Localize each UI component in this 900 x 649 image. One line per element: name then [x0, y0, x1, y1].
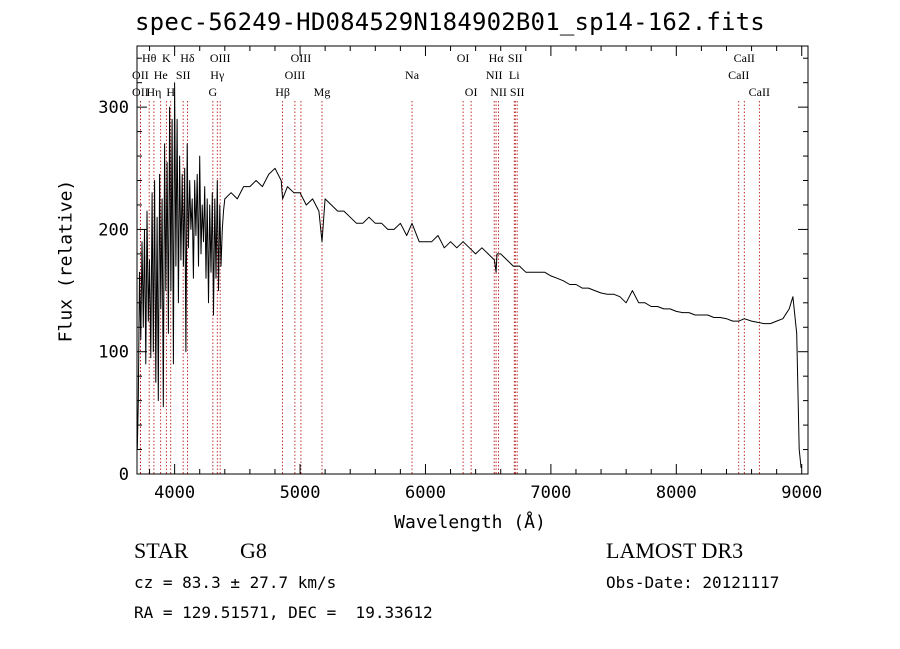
line-marker-label: H: [166, 85, 175, 99]
chart-title: spec-56249-HD084529N184902B01_sp14-162.f…: [135, 8, 765, 36]
line-marker-label: CaII: [734, 51, 755, 65]
line-marker-label: OIII: [291, 51, 312, 65]
object-class: STAR: [134, 538, 189, 563]
line-marker-label: Hδ: [180, 51, 195, 65]
line-marker-label: SII: [176, 68, 191, 82]
series-group: [136, 82, 802, 468]
spectrum-line: [136, 82, 802, 468]
line-marker-label: Mg: [314, 85, 331, 99]
y-tick-label: 200: [98, 220, 129, 240]
line-marker-label: SII: [510, 85, 525, 99]
line-marker-label: Hα: [489, 51, 505, 65]
line-marker-label: OI: [457, 51, 470, 65]
line-marker-label: SII: [508, 51, 523, 65]
line-marker-label: NII: [486, 68, 503, 82]
line-marker-label: Hθ: [142, 51, 157, 65]
plot-frame: [136, 45, 809, 475]
observation-date: Obs-Date: 20121117: [606, 573, 780, 592]
x-tick-label: 6000: [405, 483, 446, 503]
x-tick-label: 5000: [280, 483, 321, 503]
line-marker-label: He: [154, 68, 168, 82]
x-axis-label: Wavelength (Å): [394, 512, 546, 533]
redshift-cz: cz = 83.3 ± 27.7 km/s: [134, 573, 337, 592]
line-marker-label: OI: [465, 85, 478, 99]
line-marker-label: Hγ: [210, 68, 225, 82]
y-axis-label: Flux (relative): [55, 179, 77, 343]
x-tick-label: 8000: [656, 483, 697, 503]
survey-name: LAMOST DR3: [606, 538, 744, 563]
object-subclass: G8: [240, 538, 267, 563]
line-marker-label: CaII: [749, 85, 770, 99]
line-marker-label: OIII: [210, 51, 231, 65]
line-marker-label: NII: [490, 85, 507, 99]
line-marker-label: Li: [509, 68, 520, 82]
y-tick-label: 0: [119, 465, 129, 485]
axes-group: 4000 5000 6000 7000 8000 9000 0 100 200 300: [98, 45, 822, 503]
line-marker-label: Na: [405, 68, 420, 82]
line-marker-label: OII: [132, 68, 149, 82]
x-tick-label: 7000: [530, 483, 571, 503]
x-tick-label: 9000: [781, 483, 822, 503]
y-tick-label: 300: [98, 98, 129, 118]
line-marker-label: K: [162, 51, 171, 65]
line-marker-label: Hη: [146, 85, 161, 99]
line-marker-label: Hβ: [275, 85, 290, 99]
line-marker-label: OIII: [285, 68, 306, 82]
sky-coordinates: RA = 129.51571, DEC = 19.33612: [134, 603, 433, 622]
line-marker-label: CaII: [728, 68, 749, 82]
y-tick-label: 100: [98, 343, 129, 363]
line-marker-label: OII: [132, 85, 149, 99]
line-marker-label: G: [209, 85, 218, 99]
line-marker-group: [139, 101, 760, 474]
x-tick-label: 4000: [154, 483, 195, 503]
